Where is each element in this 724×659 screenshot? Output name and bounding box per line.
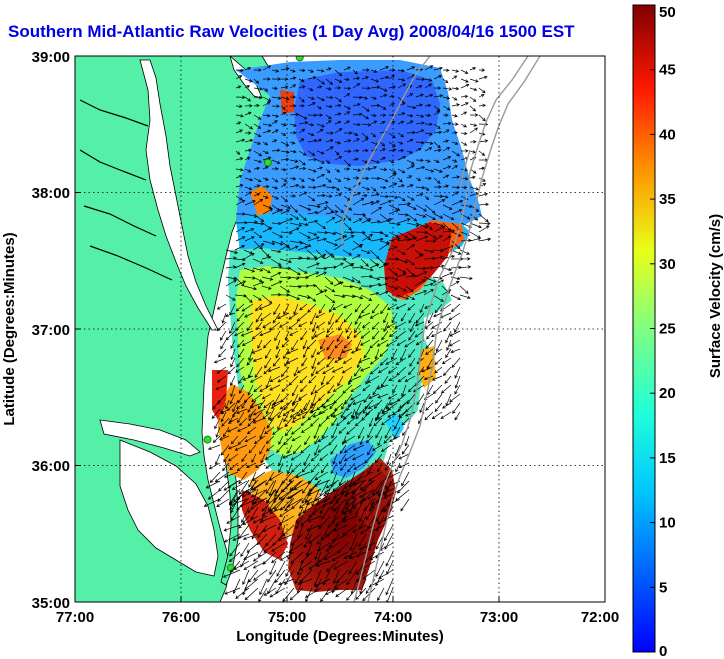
- albemarle-sound: [99, 419, 201, 457]
- colorbar-tick-label: 50: [659, 4, 676, 21]
- y-tick-label: 39:00: [32, 49, 70, 66]
- velocity-vectors: [203, 65, 492, 602]
- x-tick-label: 72:00: [581, 609, 619, 626]
- y-tick-label: 35:00: [32, 595, 70, 612]
- x-tick-label: 75:00: [268, 609, 306, 626]
- station-marker: [295, 56, 304, 62]
- bathymetry-contour-slope: [353, 56, 529, 602]
- y-tick-label: 38:00: [32, 185, 70, 202]
- colorbar-tick-label: 15: [659, 450, 676, 467]
- station-marker: [263, 158, 272, 167]
- potomac-river: [79, 99, 173, 281]
- map-title: Southern Mid-Atlantic Raw Velocities (1 …: [8, 22, 575, 41]
- bathymetry-contour-deep: [367, 56, 541, 602]
- y-tick-label: 37:00: [32, 322, 70, 339]
- colorbar-tick-label: 20: [659, 385, 676, 402]
- pamlico-sound: [119, 439, 219, 577]
- bathymetry-contour-shelf: [341, 56, 471, 248]
- colorbar-tick-label: 0: [659, 643, 667, 659]
- colorbar-tick-label: 10: [659, 515, 676, 532]
- colorbar-tick-label: 25: [659, 321, 676, 338]
- station-marker: [203, 435, 212, 444]
- colorbar-tick-label: 30: [659, 256, 676, 273]
- x-tick-label: 73:00: [480, 609, 518, 626]
- x-tick-label: 76:00: [162, 609, 200, 626]
- colorbar-tick-label: 45: [659, 62, 676, 79]
- colorbar-tick-label: 40: [659, 126, 676, 143]
- colorbar-label: Surface Velocity (cm/s): [707, 214, 724, 378]
- x-axis-label: Longitude (Degrees:Minutes): [236, 628, 444, 645]
- x-tick-label: 74:00: [374, 609, 412, 626]
- y-tick-label: 36:00: [32, 458, 70, 475]
- vector-arrow-set: [203, 65, 492, 602]
- x-tick-label: 77:00: [56, 609, 94, 626]
- colorbar-tick-label: 35: [659, 191, 676, 208]
- colorbar-tick-label: 5: [659, 579, 667, 596]
- map-grid: [75, 56, 605, 602]
- y-axis-label: Latitude (Degrees:Minutes): [1, 232, 18, 425]
